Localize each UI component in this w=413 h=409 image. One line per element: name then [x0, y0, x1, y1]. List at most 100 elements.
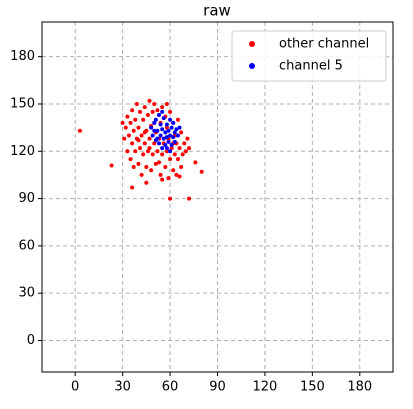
point — [166, 128, 171, 133]
y-tick-label: 180 — [10, 49, 35, 64]
point — [122, 136, 127, 141]
point — [175, 117, 180, 122]
point — [141, 152, 146, 157]
point — [168, 149, 173, 154]
point — [145, 113, 150, 118]
point — [174, 127, 179, 132]
point — [152, 128, 157, 133]
point — [139, 133, 144, 138]
point — [168, 117, 173, 122]
point — [160, 177, 165, 182]
point — [158, 122, 163, 127]
legend-marker — [249, 41, 255, 47]
point — [150, 152, 155, 157]
point — [144, 165, 149, 170]
point — [168, 133, 173, 138]
legend: other channel channel 5 — [231, 30, 387, 82]
point — [164, 135, 169, 140]
point — [179, 130, 184, 135]
point — [169, 125, 174, 130]
point — [168, 157, 173, 162]
point — [138, 109, 143, 114]
x-tick-label: 120 — [253, 380, 278, 395]
point — [130, 185, 135, 190]
point — [142, 130, 147, 135]
point — [169, 142, 174, 147]
point — [160, 152, 165, 157]
point — [180, 152, 185, 157]
point — [163, 165, 168, 170]
point — [147, 98, 152, 103]
point — [142, 105, 147, 110]
point — [150, 109, 155, 114]
point — [164, 125, 169, 130]
point — [77, 128, 82, 133]
point — [177, 125, 182, 130]
y-tick-label: 60 — [18, 238, 35, 253]
points — [77, 98, 204, 201]
point — [166, 176, 171, 181]
point — [128, 120, 133, 125]
point — [163, 130, 168, 135]
x-tick-label: 180 — [347, 380, 372, 395]
point — [160, 127, 165, 132]
point — [161, 116, 166, 121]
point — [168, 196, 173, 201]
point — [150, 133, 155, 138]
point — [123, 125, 128, 130]
point — [160, 109, 165, 114]
point — [136, 125, 141, 130]
y-tick-label: 90 — [18, 191, 35, 206]
x-tick-label: 0 — [71, 380, 79, 395]
point — [177, 174, 182, 179]
point — [130, 108, 135, 113]
legend-box — [231, 30, 387, 82]
point — [131, 128, 136, 133]
point — [136, 161, 141, 166]
point — [179, 165, 184, 170]
x-tick-label: 90 — [209, 380, 226, 395]
point — [155, 108, 160, 113]
point — [187, 196, 192, 201]
point — [149, 125, 154, 130]
point — [172, 152, 177, 157]
y-tick-label: 150 — [10, 96, 35, 111]
point — [142, 141, 147, 146]
point — [155, 136, 160, 141]
legend-label: other channel — [279, 37, 369, 52]
point — [177, 146, 182, 151]
point — [125, 149, 130, 154]
point — [175, 157, 180, 162]
point — [183, 149, 188, 154]
point — [131, 165, 136, 170]
x-tick-label: 150 — [300, 380, 325, 395]
point — [157, 160, 161, 165]
y-tick-label: 120 — [10, 144, 35, 159]
point — [160, 105, 165, 110]
point — [164, 122, 169, 127]
legend-marker — [249, 63, 255, 69]
point — [153, 161, 158, 166]
point — [172, 130, 177, 135]
point — [172, 139, 177, 144]
point — [171, 168, 176, 173]
point — [125, 114, 130, 119]
point — [109, 163, 114, 168]
point — [157, 113, 161, 118]
point — [133, 149, 138, 154]
point — [193, 160, 198, 165]
point — [163, 142, 168, 147]
point — [128, 157, 133, 162]
chart-title: raw — [203, 2, 231, 20]
point — [149, 168, 154, 173]
point — [169, 146, 174, 151]
point — [158, 172, 163, 177]
point — [164, 146, 169, 151]
point — [175, 133, 180, 138]
point — [133, 117, 138, 122]
point — [171, 120, 176, 125]
point — [126, 133, 131, 138]
point — [164, 149, 169, 154]
point — [199, 169, 204, 174]
